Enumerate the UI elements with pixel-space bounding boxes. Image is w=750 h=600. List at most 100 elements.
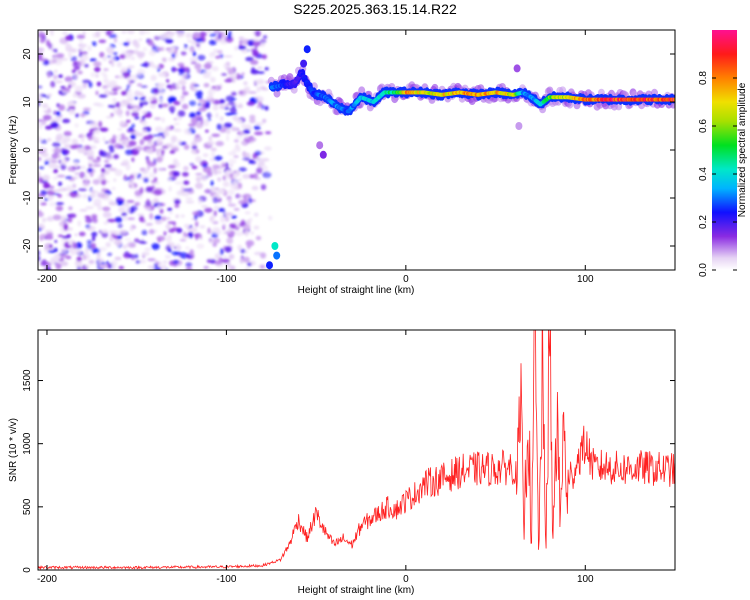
noise-speckle xyxy=(217,177,222,182)
noise-speckle xyxy=(72,92,78,98)
noise-speckle xyxy=(141,252,147,255)
noise-speckle xyxy=(63,223,69,231)
noise-speckle xyxy=(154,126,163,132)
noise-speckle xyxy=(99,264,108,269)
noise-speckle xyxy=(262,118,267,123)
noise-speckle xyxy=(111,62,115,67)
noise-speckle xyxy=(40,190,48,196)
noise-speckle xyxy=(131,111,139,117)
noise-speckle xyxy=(125,163,131,171)
noise-speckle xyxy=(113,108,122,115)
noise-speckle xyxy=(189,249,194,256)
noise-speckle xyxy=(139,215,145,223)
noise-speckle xyxy=(46,232,54,236)
noise-speckle xyxy=(253,125,261,130)
noise-speckle xyxy=(111,261,115,269)
noise-speckle xyxy=(225,169,234,174)
colorbar-tick-label: 0.2 xyxy=(698,215,709,229)
spectrogram-heatmap xyxy=(38,30,675,270)
noise-speckle xyxy=(102,136,106,142)
noise-speckle xyxy=(166,178,172,182)
noise-speckle xyxy=(253,212,259,217)
noise-speckle xyxy=(90,145,97,150)
noise-speckle xyxy=(104,141,110,144)
noise-speckle xyxy=(91,41,97,47)
noise-speckle xyxy=(238,194,243,198)
noise-speckle xyxy=(134,132,144,137)
noise-speckle xyxy=(248,174,256,179)
noise-speckle xyxy=(155,219,163,225)
noise-speckle xyxy=(114,169,123,177)
spectrogram-x-tick-label: 100 xyxy=(577,274,594,285)
snr-x-axis-label: Height of straight line (km) xyxy=(298,585,415,596)
noise-speckle xyxy=(233,186,238,191)
noise-speckle xyxy=(254,45,258,50)
noise-speckle xyxy=(105,116,114,119)
noise-speckle xyxy=(198,107,207,112)
noise-speckle xyxy=(161,149,165,157)
noise-speckle xyxy=(161,216,167,221)
noise-speckle xyxy=(38,32,46,39)
noise-speckle xyxy=(238,167,247,172)
noise-speckle xyxy=(127,68,131,74)
noise-speckle xyxy=(154,259,159,265)
noise-speckle xyxy=(66,89,71,93)
noise-speckle xyxy=(117,127,123,131)
noise-speckle xyxy=(246,101,255,106)
noise-speckle xyxy=(229,230,236,237)
noise-speckle xyxy=(135,260,141,264)
noise-speckle xyxy=(192,50,196,57)
noise-speckle xyxy=(128,180,134,186)
noise-speckle xyxy=(172,171,180,177)
noise-speckle xyxy=(44,160,50,165)
noise-speckle xyxy=(74,172,80,175)
noise-speckle xyxy=(220,216,225,223)
noise-speckle xyxy=(52,142,61,148)
noise-speckle xyxy=(128,254,137,259)
noise-speckle xyxy=(164,217,171,220)
noise-speckle xyxy=(62,136,71,143)
noise-speckle xyxy=(38,122,41,126)
noise-speckle xyxy=(265,131,272,135)
noise-speckle xyxy=(252,50,259,57)
noise-speckle xyxy=(213,205,220,210)
noise-speckle xyxy=(85,217,93,224)
noise-speckle xyxy=(235,231,244,237)
noise-speckle xyxy=(114,256,122,261)
noise-speckle xyxy=(116,240,121,247)
noise-speckle xyxy=(229,223,237,229)
noise-speckle xyxy=(158,261,162,266)
noise-speckle xyxy=(118,206,126,213)
noise-speckle xyxy=(224,55,233,58)
noise-speckle xyxy=(197,103,202,106)
noise-speckle xyxy=(101,231,109,238)
noise-speckle xyxy=(168,56,176,62)
noise-speckle xyxy=(242,224,251,230)
noise-speckle xyxy=(215,112,219,119)
noise-speckle xyxy=(101,229,108,234)
noise-speckle xyxy=(123,73,129,78)
noise-speckle xyxy=(206,259,212,263)
noise-speckle xyxy=(211,86,216,89)
noise-speckle xyxy=(190,83,193,90)
noise-speckle xyxy=(174,181,184,185)
noise-speckle xyxy=(238,89,247,97)
noise-speckle xyxy=(229,163,233,168)
noise-speckle xyxy=(210,180,214,187)
noise-speckle xyxy=(38,211,44,218)
noise-speckle xyxy=(203,62,212,70)
noise-speckle xyxy=(242,157,251,161)
noise-speckle xyxy=(226,135,230,142)
noise-speckle xyxy=(82,31,86,36)
noise-speckle xyxy=(260,252,267,259)
noise-speckle xyxy=(224,79,234,83)
signal-core-cell xyxy=(672,97,675,102)
noise-speckle xyxy=(131,174,135,181)
noise-speckle xyxy=(193,232,202,239)
snr-frame xyxy=(37,329,676,571)
noise-speckle xyxy=(171,251,179,256)
noise-speckle xyxy=(151,243,160,250)
noise-speckle xyxy=(164,130,169,137)
noise-speckle xyxy=(53,253,61,261)
noise-speckle xyxy=(105,30,112,36)
